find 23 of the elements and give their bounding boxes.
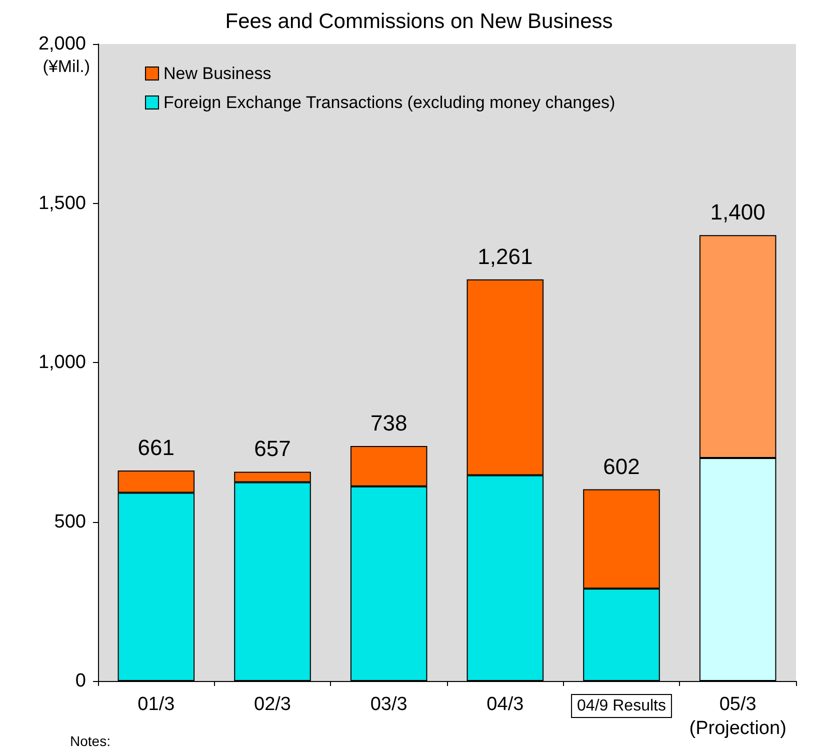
legend-label: New Business xyxy=(164,64,272,83)
y-axis-title: (¥Mil.) xyxy=(42,57,90,76)
total-label: 1,261 xyxy=(478,244,533,269)
x-tick-label: 04/3 xyxy=(486,694,524,715)
y-tick-label: 500 xyxy=(54,511,86,532)
y-tick-label: 1,500 xyxy=(38,192,86,214)
total-label: 657 xyxy=(254,436,291,462)
x-tick-label: 04/9 Results xyxy=(577,698,666,714)
x-tick-label: 05/3 xyxy=(719,694,756,715)
y-tick-label: 1,000 xyxy=(38,352,86,373)
x-tick-label: 03/3 xyxy=(370,694,408,715)
text: (Projection) xyxy=(689,718,786,739)
legend-label: Foreign Exchange Transactions (excluding money changes) xyxy=(164,93,616,112)
total-label: 661 xyxy=(138,434,175,460)
y-tick-label: 2,000 xyxy=(38,34,86,54)
x-tick-label: 02/3 xyxy=(254,694,291,715)
x-tick-label: 01/3 xyxy=(138,694,175,715)
text: Notes: xyxy=(70,733,110,749)
chart-title: Fees and Commissions on New Business xyxy=(225,10,613,33)
y-tick-label: 0 xyxy=(75,670,86,692)
total-label: 602 xyxy=(603,454,640,479)
total-label: 1,400 xyxy=(710,200,766,225)
total-label: 738 xyxy=(370,410,408,436)
